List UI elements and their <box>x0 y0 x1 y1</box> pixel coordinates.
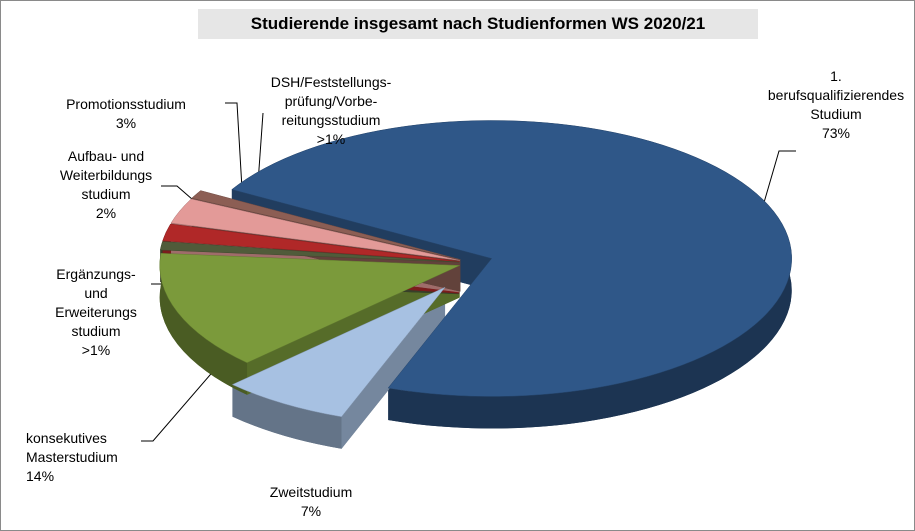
category-label: Aufbau- und Weiterbildungs studium <box>59 148 153 202</box>
value-label: 14% <box>26 468 55 484</box>
slice <box>231 287 446 418</box>
category-label: Zweitstudium <box>269 484 353 500</box>
value-label: 7% <box>300 503 322 519</box>
slice-label: 1. berufsqualifizierendes Studium 73% <box>768 67 904 143</box>
leader-line <box>225 102 244 207</box>
slice <box>191 190 461 260</box>
category-label: 1. berufsqualifizierendes Studium <box>767 68 905 122</box>
slice-label: Aufbau- und Weiterbildungs studium 2% <box>60 147 152 223</box>
slice <box>159 241 460 263</box>
category-label: Promotionsstudium <box>66 96 186 112</box>
category-label: konsekutives Masterstudium <box>26 430 118 465</box>
slice <box>162 223 460 262</box>
value-label: 2% <box>95 205 117 221</box>
slice-label: Promotionsstudium 3% <box>66 95 186 133</box>
slice-label: Ergänzungs- und Erweiterungs studium >1% <box>55 265 137 360</box>
slice <box>159 253 460 364</box>
slice-label: DSH/Feststellungs- prüfung/Vorbe- reitun… <box>271 73 392 149</box>
value-label: >1% <box>316 131 346 147</box>
slice-side <box>232 384 342 449</box>
category-label: DSH/Feststellungs- prüfung/Vorbe- reitun… <box>270 74 392 128</box>
slice <box>231 120 792 397</box>
slice-side <box>159 253 248 395</box>
value-label: 73% <box>821 125 851 141</box>
slice <box>170 198 460 261</box>
leader-line <box>141 352 230 442</box>
chart-title: Studierende insgesamt nach Studienformen… <box>198 9 758 39</box>
value-label: >1% <box>81 342 111 358</box>
leader-line <box>762 150 796 207</box>
value-label: 3% <box>115 115 137 131</box>
slice-label: Zweitstudium 7% <box>270 483 352 521</box>
slice-wall <box>341 287 446 449</box>
slice-label: konsekutives Masterstudium 14% <box>26 429 118 486</box>
category-label: Ergänzungs- und Erweiterungs studium <box>55 266 137 339</box>
